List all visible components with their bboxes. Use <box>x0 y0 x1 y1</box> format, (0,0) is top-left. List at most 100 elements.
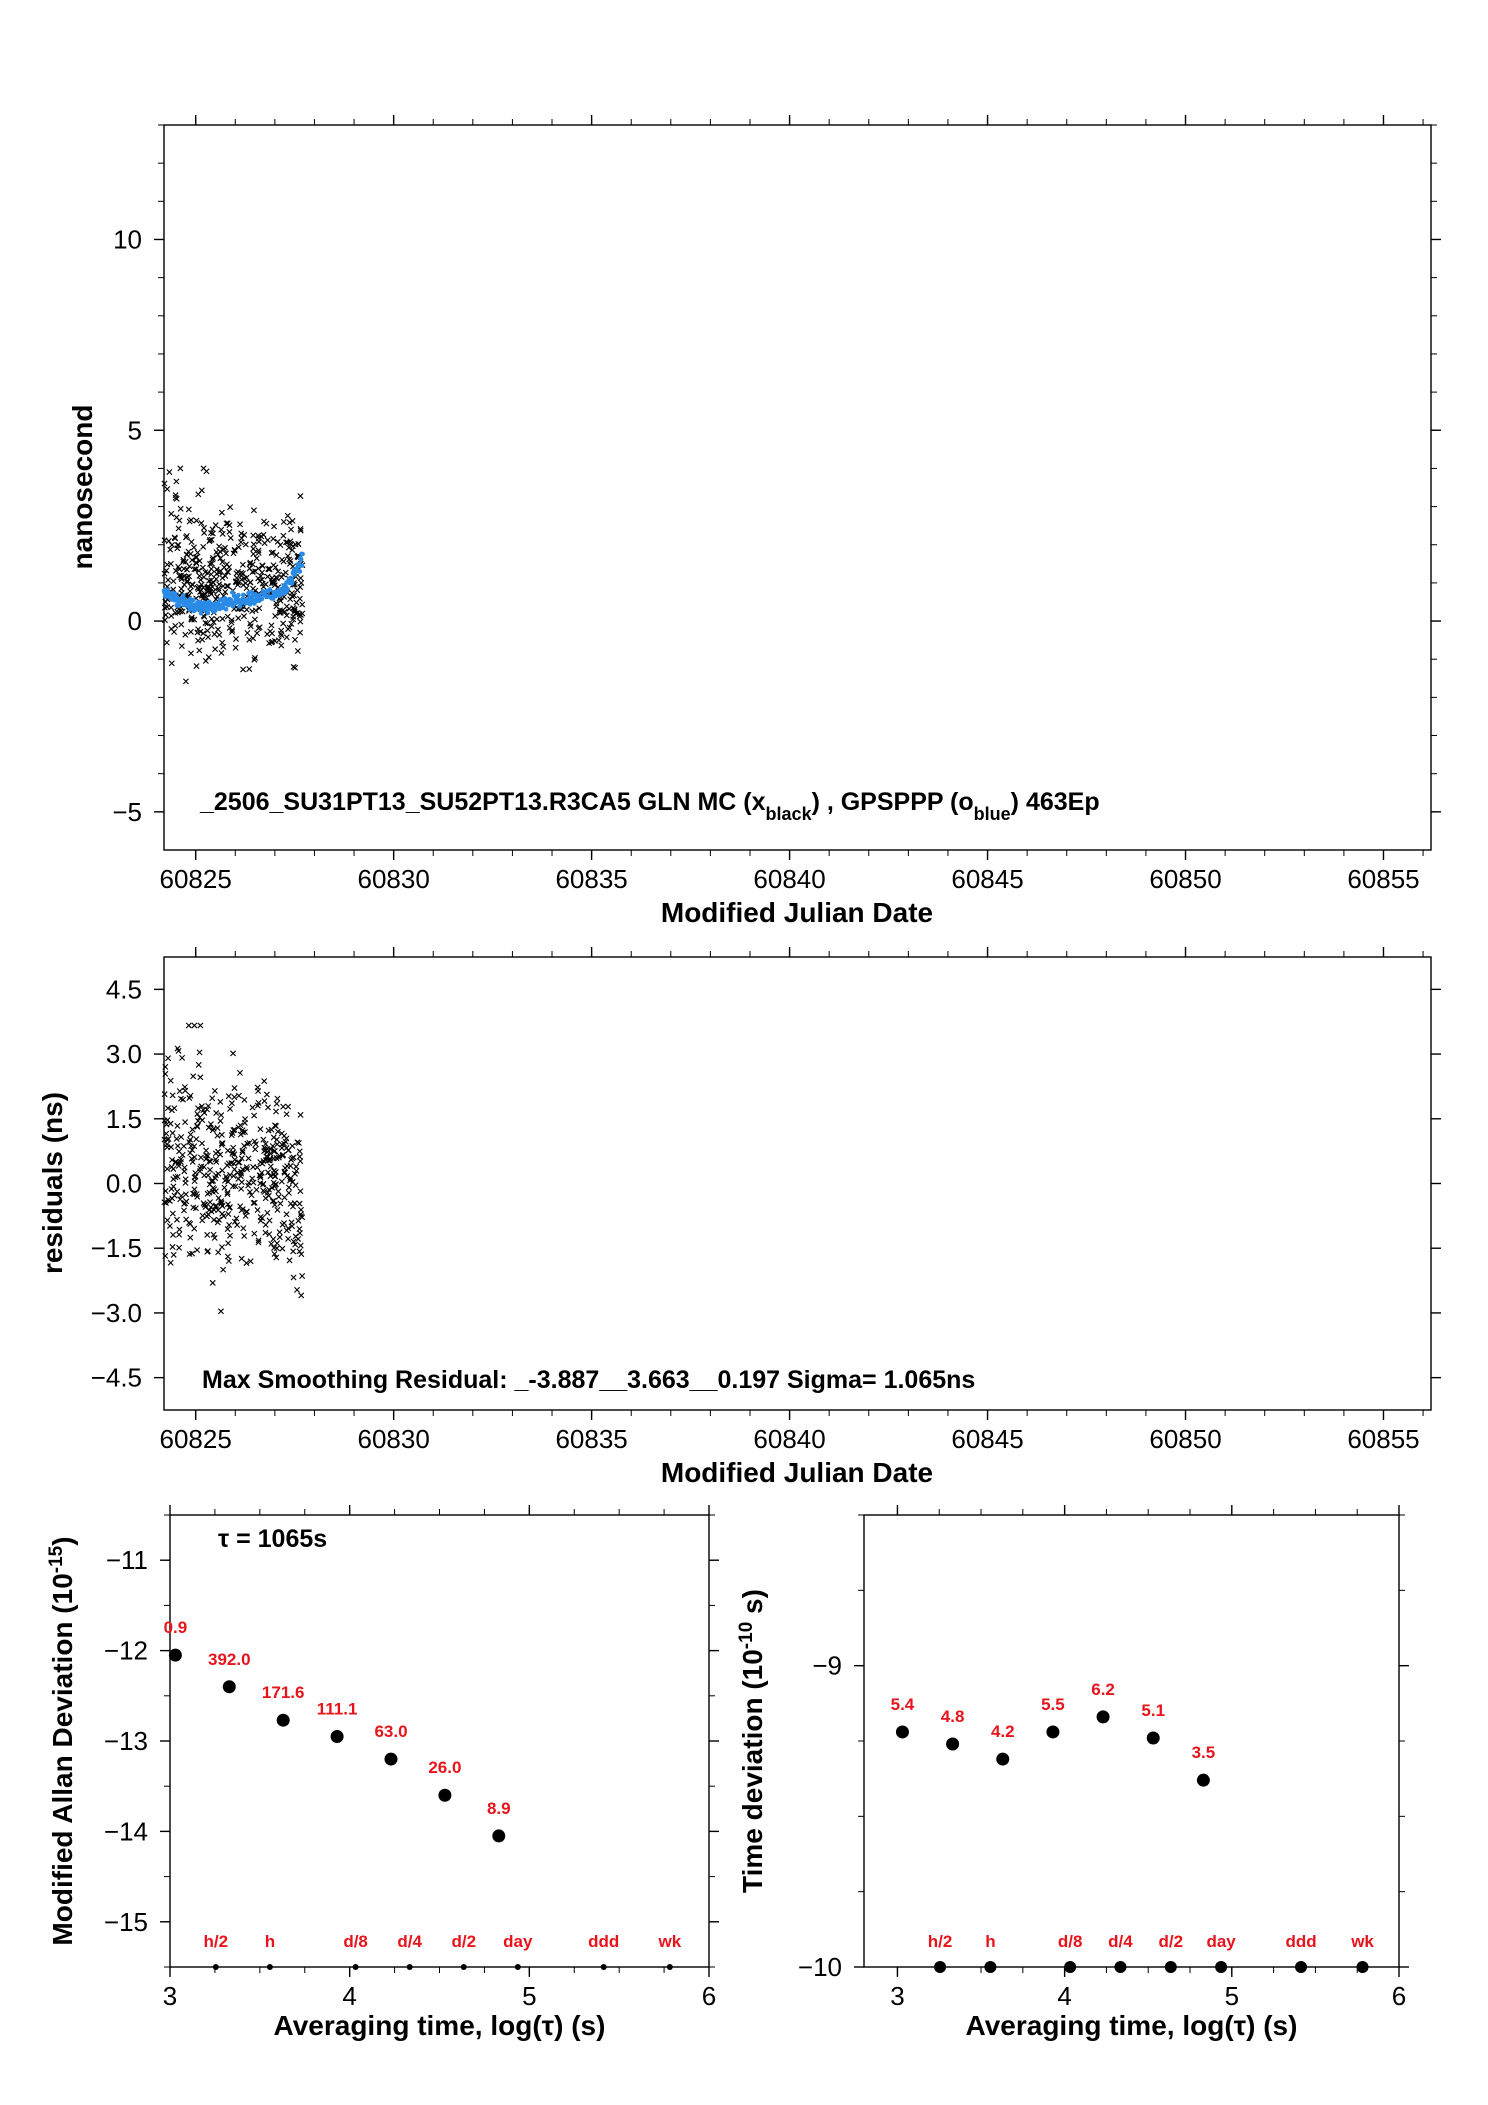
data-point <box>222 1680 236 1694</box>
data-point-x <box>273 1108 280 1115</box>
data-point-x <box>259 1160 266 1167</box>
data-point-x <box>161 1117 168 1124</box>
x-axis-label: Averaging time, log(τ) (s) <box>966 2010 1298 2041</box>
data-point-x <box>214 626 221 633</box>
data-point-x <box>258 533 265 540</box>
data-point <box>1046 1725 1060 1739</box>
data-point-x <box>275 637 282 644</box>
data-point-x <box>163 567 170 574</box>
data-point-x <box>224 1162 231 1169</box>
data-point-x <box>171 534 178 541</box>
data-point-x <box>241 1142 248 1149</box>
data-point-x <box>188 614 195 621</box>
data-point-x <box>247 579 254 586</box>
data-point-x <box>246 1188 253 1195</box>
data-point-x <box>205 654 212 661</box>
data-point-x <box>268 549 275 556</box>
data-point-x <box>194 1110 201 1117</box>
data-point-x <box>191 1191 198 1198</box>
data-point-x <box>222 573 229 579</box>
data-point-x <box>251 1199 258 1206</box>
data-point-x <box>262 1221 269 1228</box>
y-axis-label: nanosecond <box>67 405 98 570</box>
data-point-x <box>177 1159 184 1165</box>
data-point-x <box>224 1191 231 1198</box>
data-point-x <box>237 1131 244 1138</box>
data-point-x <box>267 1173 274 1180</box>
data-point-x <box>264 1209 271 1216</box>
data-point-x <box>201 1163 208 1170</box>
y-tick-label: −10 <box>798 1952 842 1982</box>
data-point-x <box>261 1148 268 1155</box>
data-point-x <box>280 620 287 627</box>
data-point-x <box>290 613 297 620</box>
data-point-x <box>219 639 226 646</box>
data-point-x <box>278 1130 285 1137</box>
data-point-x <box>229 1150 236 1157</box>
data-point-x <box>270 1197 277 1204</box>
data-point-x <box>293 1163 300 1170</box>
data-point-x <box>295 541 302 548</box>
x-tick-label: 60835 <box>555 864 627 894</box>
data-point-x <box>192 1173 199 1180</box>
data-point-x <box>282 569 289 576</box>
data-point-x <box>235 568 241 575</box>
data-point-x <box>251 1138 258 1145</box>
tau-marker <box>1164 1961 1177 1973</box>
y-tick-label: −3.0 <box>91 1298 142 1328</box>
data-point-x <box>215 1207 222 1214</box>
data-point-x <box>168 612 175 619</box>
data-point-x <box>270 535 277 542</box>
data-point-x <box>174 1188 181 1195</box>
data-point-x <box>170 1231 177 1238</box>
data-point-x <box>210 1216 217 1223</box>
data-point-x <box>178 574 185 581</box>
data-point-x <box>261 1078 268 1085</box>
data-point-x <box>227 1232 234 1239</box>
data-point-x <box>215 1249 222 1256</box>
data-point-x <box>211 1234 218 1241</box>
data-point-x <box>230 1172 237 1179</box>
data-point-x <box>204 620 211 627</box>
tau-marker-label: wk <box>1350 1932 1374 1951</box>
data-point-x <box>203 468 210 475</box>
data-point-x <box>200 543 207 550</box>
data-point-x <box>278 642 285 649</box>
data-point-x <box>255 538 262 545</box>
data-point-x <box>161 480 168 487</box>
point-label: 4.8 <box>941 1707 965 1726</box>
data-point-x <box>265 565 272 572</box>
data-point-x <box>186 563 193 570</box>
data-point-x <box>264 573 271 580</box>
data-point-x <box>256 605 263 612</box>
data-point-x <box>167 560 174 567</box>
data-point-x <box>203 1213 210 1220</box>
data-point-x <box>198 591 205 598</box>
data-point-x <box>250 541 257 548</box>
data-point-x <box>231 1094 238 1101</box>
data-point-x <box>217 1098 224 1105</box>
data-point-x <box>290 1274 297 1281</box>
data-point-x <box>250 635 257 642</box>
data-point <box>946 1737 960 1751</box>
data-point-x <box>218 509 225 516</box>
x-tick-label: 60850 <box>1149 1424 1221 1454</box>
data-point-x <box>200 630 207 637</box>
data-point-x <box>234 1222 241 1228</box>
data-point-x <box>218 1131 225 1138</box>
data-point-x <box>297 584 304 591</box>
data-point-x <box>176 517 183 524</box>
data-point-x <box>175 1047 182 1054</box>
data-point-x <box>237 1203 244 1210</box>
data-point-x <box>238 1255 245 1262</box>
data-point-x <box>231 1085 238 1092</box>
data-point-x <box>264 631 271 638</box>
data-point-x <box>251 616 258 623</box>
data-point-x <box>234 1169 241 1176</box>
data-point-x <box>273 574 280 581</box>
data-point-x <box>180 565 187 572</box>
data-point-x <box>187 650 194 657</box>
data-point-x <box>209 556 216 563</box>
data-point-x <box>288 526 295 533</box>
